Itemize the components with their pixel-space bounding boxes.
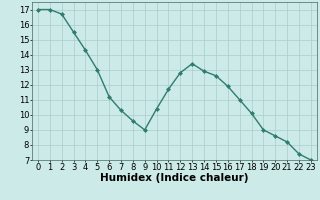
X-axis label: Humidex (Indice chaleur): Humidex (Indice chaleur) <box>100 173 249 183</box>
